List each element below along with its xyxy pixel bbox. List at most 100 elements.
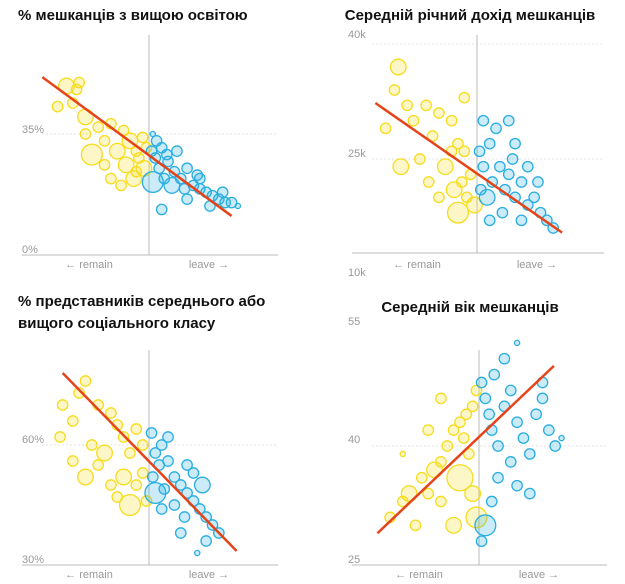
leave-point bbox=[194, 549, 201, 557]
leave-point bbox=[168, 499, 181, 511]
remain-point bbox=[455, 176, 468, 188]
x-label-leave: leave → bbox=[517, 259, 557, 271]
leave-point bbox=[474, 183, 487, 196]
remain-point bbox=[86, 439, 98, 451]
remain-point bbox=[464, 485, 482, 503]
leave-point bbox=[485, 495, 498, 508]
remain-point bbox=[105, 172, 117, 185]
remain-point bbox=[79, 128, 92, 140]
leave-point bbox=[178, 511, 191, 523]
remain-point bbox=[73, 387, 86, 399]
leave-point bbox=[181, 459, 193, 471]
remain-point bbox=[454, 416, 466, 429]
remain-point bbox=[446, 201, 470, 224]
remain-point bbox=[458, 91, 471, 104]
leave-point bbox=[191, 169, 204, 181]
leave-point bbox=[492, 471, 504, 484]
leave-point bbox=[234, 202, 242, 210]
leave-point bbox=[523, 448, 536, 460]
remain-point bbox=[452, 137, 464, 150]
leave-point bbox=[477, 160, 490, 173]
trend-line bbox=[41, 76, 233, 217]
leave-point bbox=[536, 392, 549, 405]
remain-point bbox=[445, 114, 458, 127]
panel-title-line: % представників середнього або bbox=[18, 293, 265, 310]
leave-point bbox=[475, 376, 488, 389]
leave-point bbox=[504, 456, 517, 468]
remain-point bbox=[465, 506, 488, 529]
remain-point bbox=[73, 76, 86, 89]
leave-point bbox=[488, 368, 501, 381]
x-label-remain: ← remain bbox=[65, 259, 113, 271]
leave-point bbox=[155, 503, 168, 515]
leave-point bbox=[494, 160, 506, 173]
leave-point bbox=[511, 416, 523, 429]
remain-point bbox=[96, 444, 114, 462]
panel-title: Середній вік мешканців bbox=[381, 299, 558, 316]
remain-point bbox=[92, 459, 105, 471]
leave-point bbox=[532, 176, 544, 188]
y-tick-label: 60% bbox=[22, 434, 44, 446]
panel-title: Середній річний дохід мешканців bbox=[345, 7, 596, 24]
remain-point bbox=[124, 447, 136, 459]
remain-point bbox=[66, 415, 79, 427]
leave-point bbox=[502, 114, 515, 127]
leave-point bbox=[162, 455, 174, 467]
remain-point bbox=[399, 450, 407, 458]
remain-point bbox=[401, 99, 413, 112]
trend-line bbox=[374, 102, 563, 234]
remain-point bbox=[389, 58, 407, 76]
remain-point bbox=[136, 131, 149, 144]
leave-point bbox=[513, 339, 521, 347]
remain-point bbox=[458, 145, 471, 158]
remain-point bbox=[77, 468, 94, 486]
leave-point bbox=[193, 476, 211, 494]
y-tick-label: 10k bbox=[348, 267, 366, 279]
leave-point bbox=[490, 122, 502, 135]
remain-point bbox=[466, 196, 483, 214]
remain-point bbox=[433, 191, 445, 204]
leave-point bbox=[168, 471, 181, 483]
leave-point bbox=[174, 479, 187, 491]
x-label-remain: ← remain bbox=[395, 569, 443, 581]
leave-point bbox=[478, 188, 496, 206]
leave-point bbox=[178, 183, 191, 195]
remain-point bbox=[140, 495, 153, 507]
remain-point bbox=[111, 491, 124, 503]
leave-point bbox=[216, 186, 229, 199]
leave-point bbox=[146, 471, 159, 483]
remain-point bbox=[51, 100, 64, 113]
trend-line bbox=[61, 372, 238, 552]
remain-point bbox=[92, 121, 105, 133]
remain-point bbox=[400, 485, 418, 503]
remain-point bbox=[98, 159, 111, 171]
remain-point bbox=[379, 122, 392, 135]
leave-point bbox=[163, 176, 181, 194]
leave-point bbox=[150, 135, 163, 147]
remain-point bbox=[117, 156, 135, 174]
leave-point bbox=[523, 487, 536, 500]
leave-point bbox=[174, 527, 187, 539]
leave-point bbox=[155, 203, 168, 216]
leave-point bbox=[149, 447, 162, 459]
remain-point bbox=[407, 114, 420, 127]
remain-point bbox=[457, 432, 470, 444]
leave-point bbox=[558, 434, 565, 442]
remain-point bbox=[447, 424, 460, 436]
leave-point bbox=[479, 392, 492, 405]
leave-point bbox=[511, 479, 523, 492]
remain-point bbox=[388, 84, 401, 96]
leave-point bbox=[515, 176, 528, 188]
panel-title: % мешканців з вищою освітою bbox=[18, 7, 248, 24]
remain-point bbox=[462, 448, 475, 460]
leave-point bbox=[530, 408, 543, 421]
leave-point bbox=[160, 148, 173, 161]
remain-point bbox=[435, 392, 447, 405]
remain-point bbox=[125, 170, 143, 188]
remain-point bbox=[108, 142, 126, 160]
remain-point bbox=[105, 407, 117, 419]
y-tick-label: 25k bbox=[348, 148, 366, 160]
remain-point bbox=[79, 375, 92, 387]
y-tick-label: 0% bbox=[22, 244, 38, 256]
